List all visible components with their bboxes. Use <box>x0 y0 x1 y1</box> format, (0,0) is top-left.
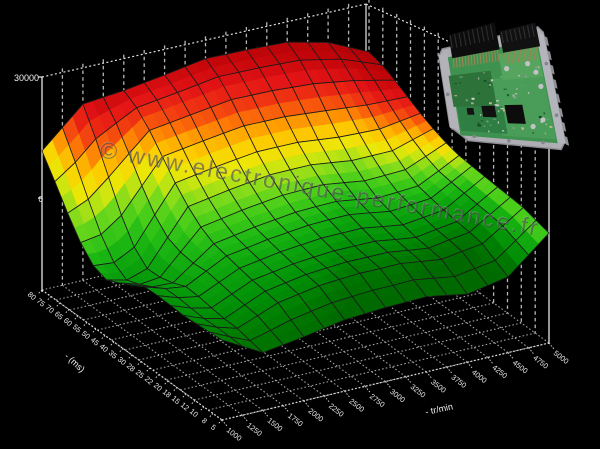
svg-text:0: 0 <box>39 195 44 204</box>
svg-text:8: 8 <box>200 416 209 426</box>
svg-text:30000: 30000 <box>14 73 39 83</box>
svg-text:5: 5 <box>209 422 218 432</box>
